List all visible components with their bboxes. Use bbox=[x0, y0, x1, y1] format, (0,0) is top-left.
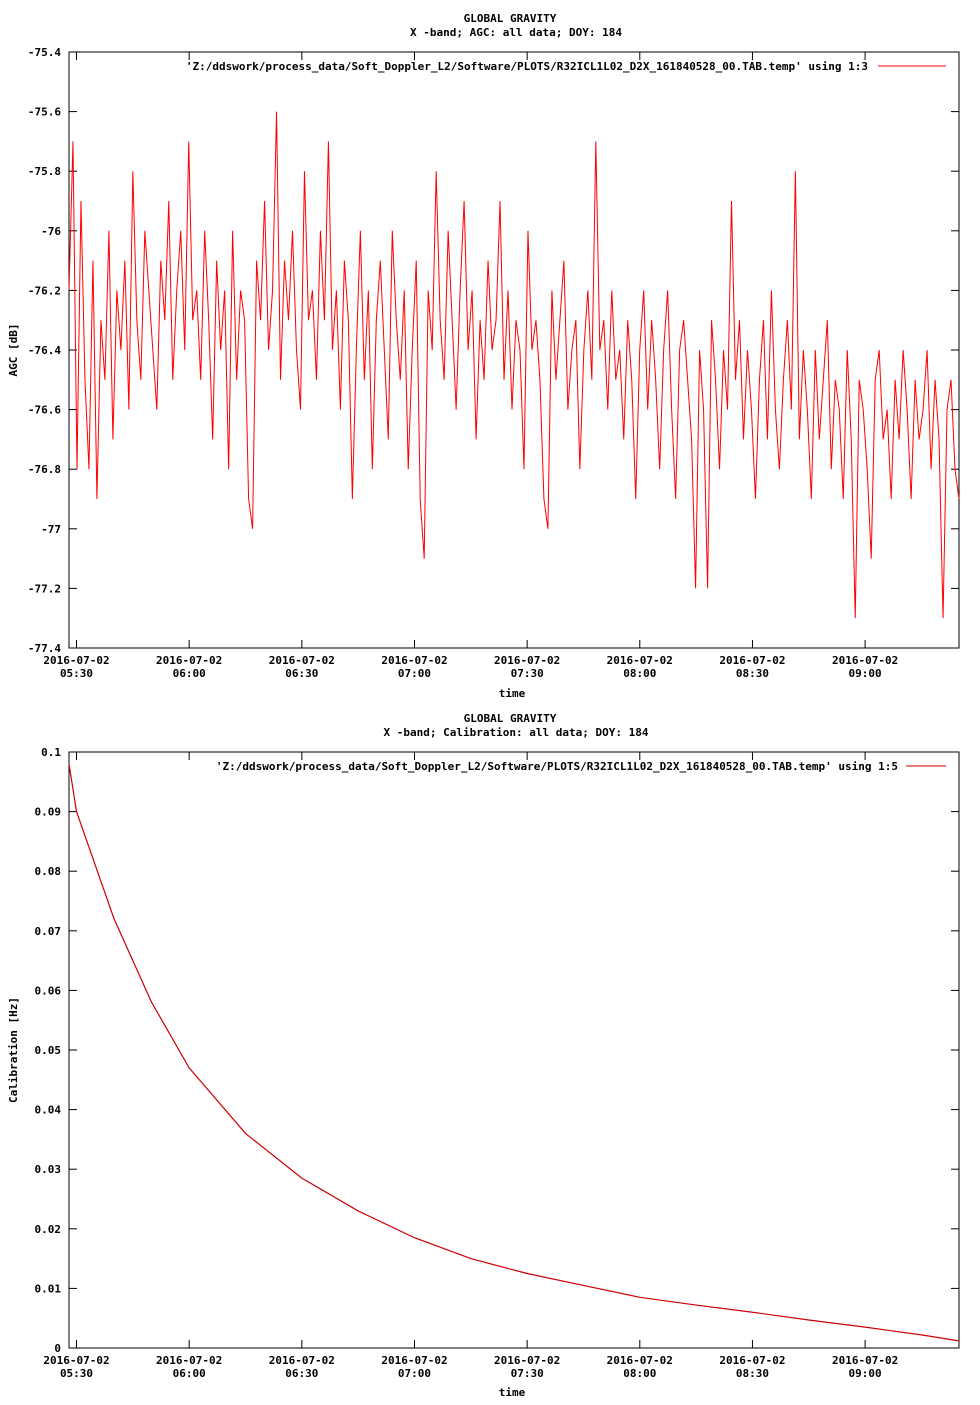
calibration-plot-frame bbox=[68, 751, 960, 1349]
y-tick-label: -77 bbox=[41, 523, 61, 536]
agc-x-axis-label: time bbox=[499, 687, 526, 700]
y-tick-label: 0.04 bbox=[35, 1104, 62, 1117]
y-tick-label: -77.2 bbox=[28, 582, 61, 595]
x-tick-label-time: 06:30 bbox=[285, 667, 318, 680]
agc-chart: GLOBAL GRAVITY X -band; AGC: all data; D… bbox=[7, 12, 960, 700]
x-tick-label-date: 2016-07-02 bbox=[269, 654, 335, 667]
x-tick-label-date: 2016-07-02 bbox=[381, 1354, 447, 1367]
x-tick-label-date: 2016-07-02 bbox=[43, 1354, 109, 1367]
y-tick-label: 0.05 bbox=[35, 1044, 62, 1057]
agc-series-line bbox=[68, 111, 960, 619]
x-tick-label-date: 2016-07-02 bbox=[607, 1354, 673, 1367]
agc-y-axis-label: AGC [dB] bbox=[7, 324, 20, 377]
x-tick-label-time: 08:30 bbox=[736, 667, 769, 680]
y-tick-label: 0.09 bbox=[35, 806, 62, 819]
x-tick-label-time: 06:30 bbox=[285, 1367, 318, 1380]
calibration-chart: GLOBAL GRAVITY X -band; Calibration: all… bbox=[7, 712, 960, 1399]
y-tick-label: -75.8 bbox=[28, 165, 61, 178]
y-tick-label: -76 bbox=[41, 225, 61, 238]
agc-axes: -75.4 -75.6 -75.8 -76 -76.2 -76.4 -76.6 -76.8 -7… bbox=[28, 46, 959, 680]
x-tick-label-time: 07:00 bbox=[398, 667, 431, 680]
x-tick-label-date: 2016-07-02 bbox=[832, 654, 898, 667]
calibration-chart-subtitle: X -band; Calibration: all data; DOY: 184 bbox=[384, 726, 649, 739]
agc-legend-label: 'Z:/ddswork/process_data/Soft_Doppler_L2… bbox=[186, 60, 868, 73]
x-tick-label-time: 07:00 bbox=[398, 1367, 431, 1380]
y-tick-label: -75.6 bbox=[28, 106, 61, 119]
y-tick-label: -76.4 bbox=[28, 344, 61, 357]
calibration-y-axis-label: Calibration [Hz] bbox=[7, 997, 20, 1103]
x-tick-label-time: 09:00 bbox=[849, 1367, 882, 1380]
x-tick-label-time: 07:30 bbox=[511, 1367, 544, 1380]
agc-chart-subtitle: X -band; AGC: all data; DOY: 184 bbox=[410, 26, 622, 39]
x-tick-label-date: 2016-07-02 bbox=[719, 1354, 785, 1367]
x-tick-label-time: 06:00 bbox=[173, 1367, 206, 1380]
x-tick-label-time: 08:00 bbox=[623, 1367, 656, 1380]
y-tick-label: 0.1 bbox=[41, 746, 61, 759]
y-tick-label: 0.06 bbox=[35, 984, 62, 997]
x-tick-label-date: 2016-07-02 bbox=[43, 654, 109, 667]
x-tick-label-time: 06:00 bbox=[173, 667, 206, 680]
x-tick-label-date: 2016-07-02 bbox=[494, 1354, 560, 1367]
x-tick-label-time: 05:30 bbox=[60, 667, 93, 680]
y-tick-label: -76.2 bbox=[28, 284, 61, 297]
x-tick-label-date: 2016-07-02 bbox=[381, 654, 447, 667]
x-tick-label-time: 08:30 bbox=[736, 1367, 769, 1380]
y-tick-label: 0.01 bbox=[35, 1282, 62, 1295]
x-tick-label-date: 2016-07-02 bbox=[269, 1354, 335, 1367]
calibration-x-axis-label: time bbox=[499, 1386, 526, 1399]
x-tick-label-date: 2016-07-02 bbox=[832, 1354, 898, 1367]
y-tick-label: 0.07 bbox=[35, 925, 62, 938]
x-tick-label-time: 08:00 bbox=[623, 667, 656, 680]
x-tick-label-time: 07:30 bbox=[511, 667, 544, 680]
y-tick-label: -77.4 bbox=[28, 642, 61, 655]
calibration-series-line bbox=[68, 763, 960, 1342]
agc-chart-title: GLOBAL GRAVITY bbox=[464, 12, 557, 25]
x-tick-label-time: 05:30 bbox=[60, 1367, 93, 1380]
y-tick-label: -75.4 bbox=[28, 46, 61, 59]
y-tick-label: 0.03 bbox=[35, 1163, 62, 1176]
x-tick-label-time: 09:00 bbox=[849, 667, 882, 680]
calibration-chart-title: GLOBAL GRAVITY bbox=[464, 712, 557, 725]
calibration-axes: 0.1 0.09 0.08 0.07 0.06 0.05 0.04 0.03 0.02 0.01 0… bbox=[35, 746, 959, 1380]
y-tick-label: 0.02 bbox=[35, 1223, 62, 1236]
y-tick-label: -76.6 bbox=[28, 404, 61, 417]
x-tick-label-date: 2016-07-02 bbox=[156, 1354, 222, 1367]
x-tick-label-date: 2016-07-02 bbox=[494, 654, 560, 667]
calibration-legend-label: 'Z:/ddswork/process_data/Soft_Doppler_L2… bbox=[216, 760, 898, 773]
y-tick-label: 0.08 bbox=[35, 865, 62, 878]
x-tick-label-date: 2016-07-02 bbox=[719, 654, 785, 667]
y-tick-label: 0 bbox=[54, 1342, 61, 1355]
y-tick-label: -76.8 bbox=[28, 463, 61, 476]
x-tick-label-date: 2016-07-02 bbox=[156, 654, 222, 667]
x-tick-label-date: 2016-07-02 bbox=[607, 654, 673, 667]
